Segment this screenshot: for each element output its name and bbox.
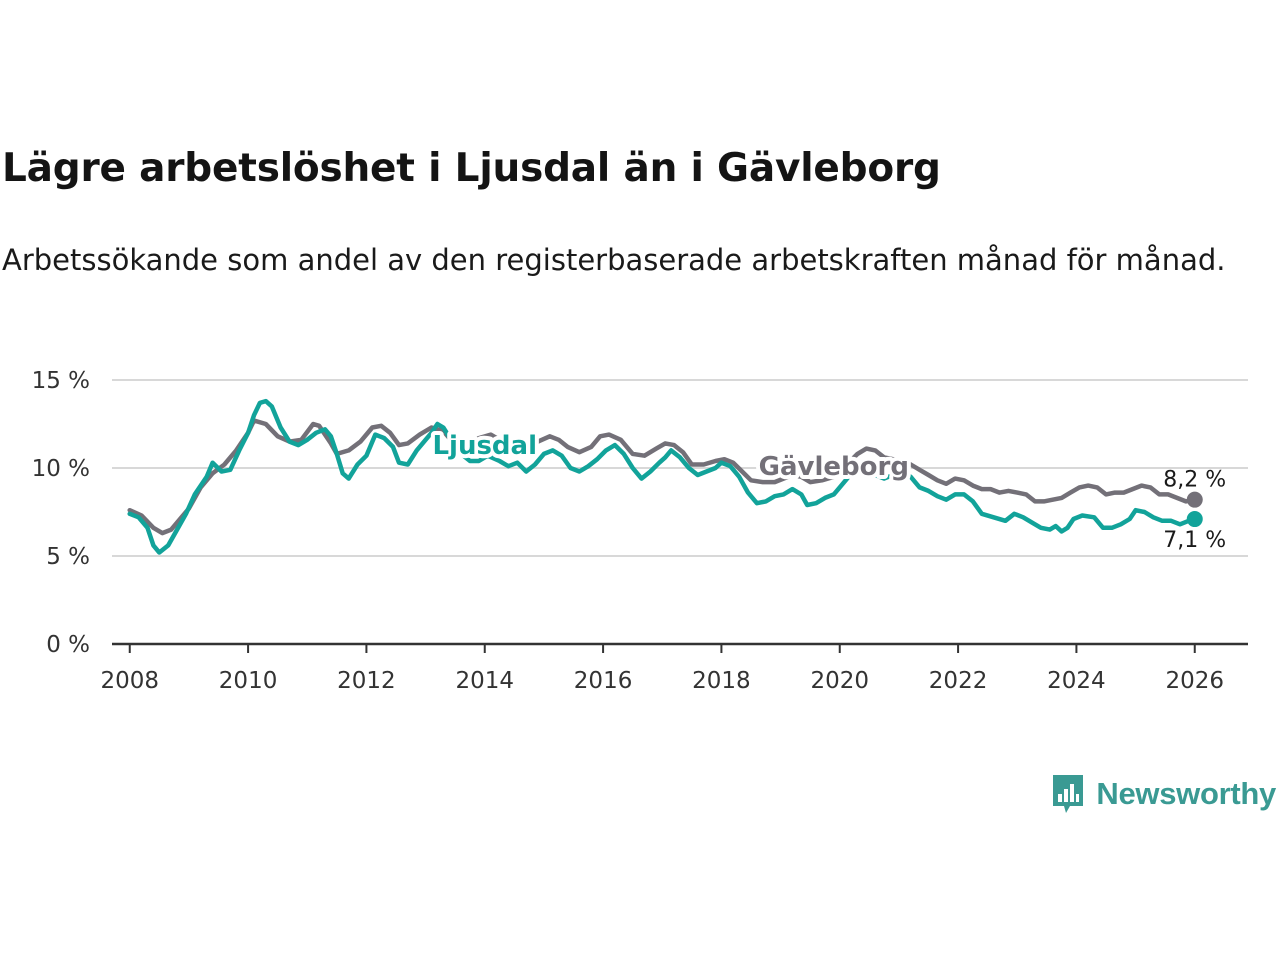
x-tick-label: 2014 — [455, 668, 514, 694]
gridlines — [112, 379, 1248, 557]
series-lines — [127, 398, 1203, 555]
x-tick-label: 2026 — [1165, 668, 1224, 694]
end-point-ljusdal — [1186, 511, 1203, 528]
x-tick-label: 2010 — [219, 668, 278, 694]
y-tick-label: 10 % — [32, 456, 90, 482]
line-chart: 0 %5 %10 %15 % 2008 2010 2012 2014 2016 2018 2… — [32, 368, 1248, 694]
x-tick-label: 2020 — [810, 668, 869, 694]
newsworthy-logo-icon — [1053, 775, 1084, 813]
y-tick-label: 0 % — [46, 632, 90, 658]
chart-title: Lägre arbetslöshet i Ljusdal än i Gävleb… — [2, 146, 941, 191]
y-tick-label: 5 % — [46, 544, 90, 570]
end-point-gavleborg — [1186, 491, 1203, 508]
series-label-ljusdal: Ljusdal — [432, 431, 537, 461]
end-label-ljusdal: 7,1 % — [1163, 528, 1226, 553]
series-line-ljusdal — [127, 398, 1197, 555]
newsworthy-logo: Newsworthy — [1050, 772, 1276, 816]
x-tick-label: 2012 — [337, 668, 396, 694]
newsworthy-brand-text: Newsworthy — [1096, 776, 1276, 811]
x-tick-label: 2018 — [692, 668, 751, 694]
series-label-gavleborg: Gävleborg — [759, 452, 909, 482]
x-tick-label: 2024 — [1047, 668, 1106, 694]
y-tick-label: 15 % — [32, 368, 90, 394]
x-tick-label: 2008 — [100, 668, 159, 694]
series-labels: 8,2 % 7,1 % Ljusdal Gävleborg — [428, 427, 1226, 553]
x-tick-label: 2016 — [574, 668, 633, 694]
y-axis-tick-labels: 0 % 5 % 10 % 15 % — [32, 368, 90, 658]
x-axis: 2008 2010 2012 2014 2016 2018 2020 2022 2024 2026 — [100, 642, 1248, 694]
end-label-gavleborg: 8,2 % — [1163, 468, 1226, 493]
series-line-gavleborg — [127, 418, 1197, 536]
x-tick-label: 2022 — [929, 668, 988, 694]
chart-subtitle: Arbetssökande som andel av den registerb… — [2, 243, 1226, 277]
